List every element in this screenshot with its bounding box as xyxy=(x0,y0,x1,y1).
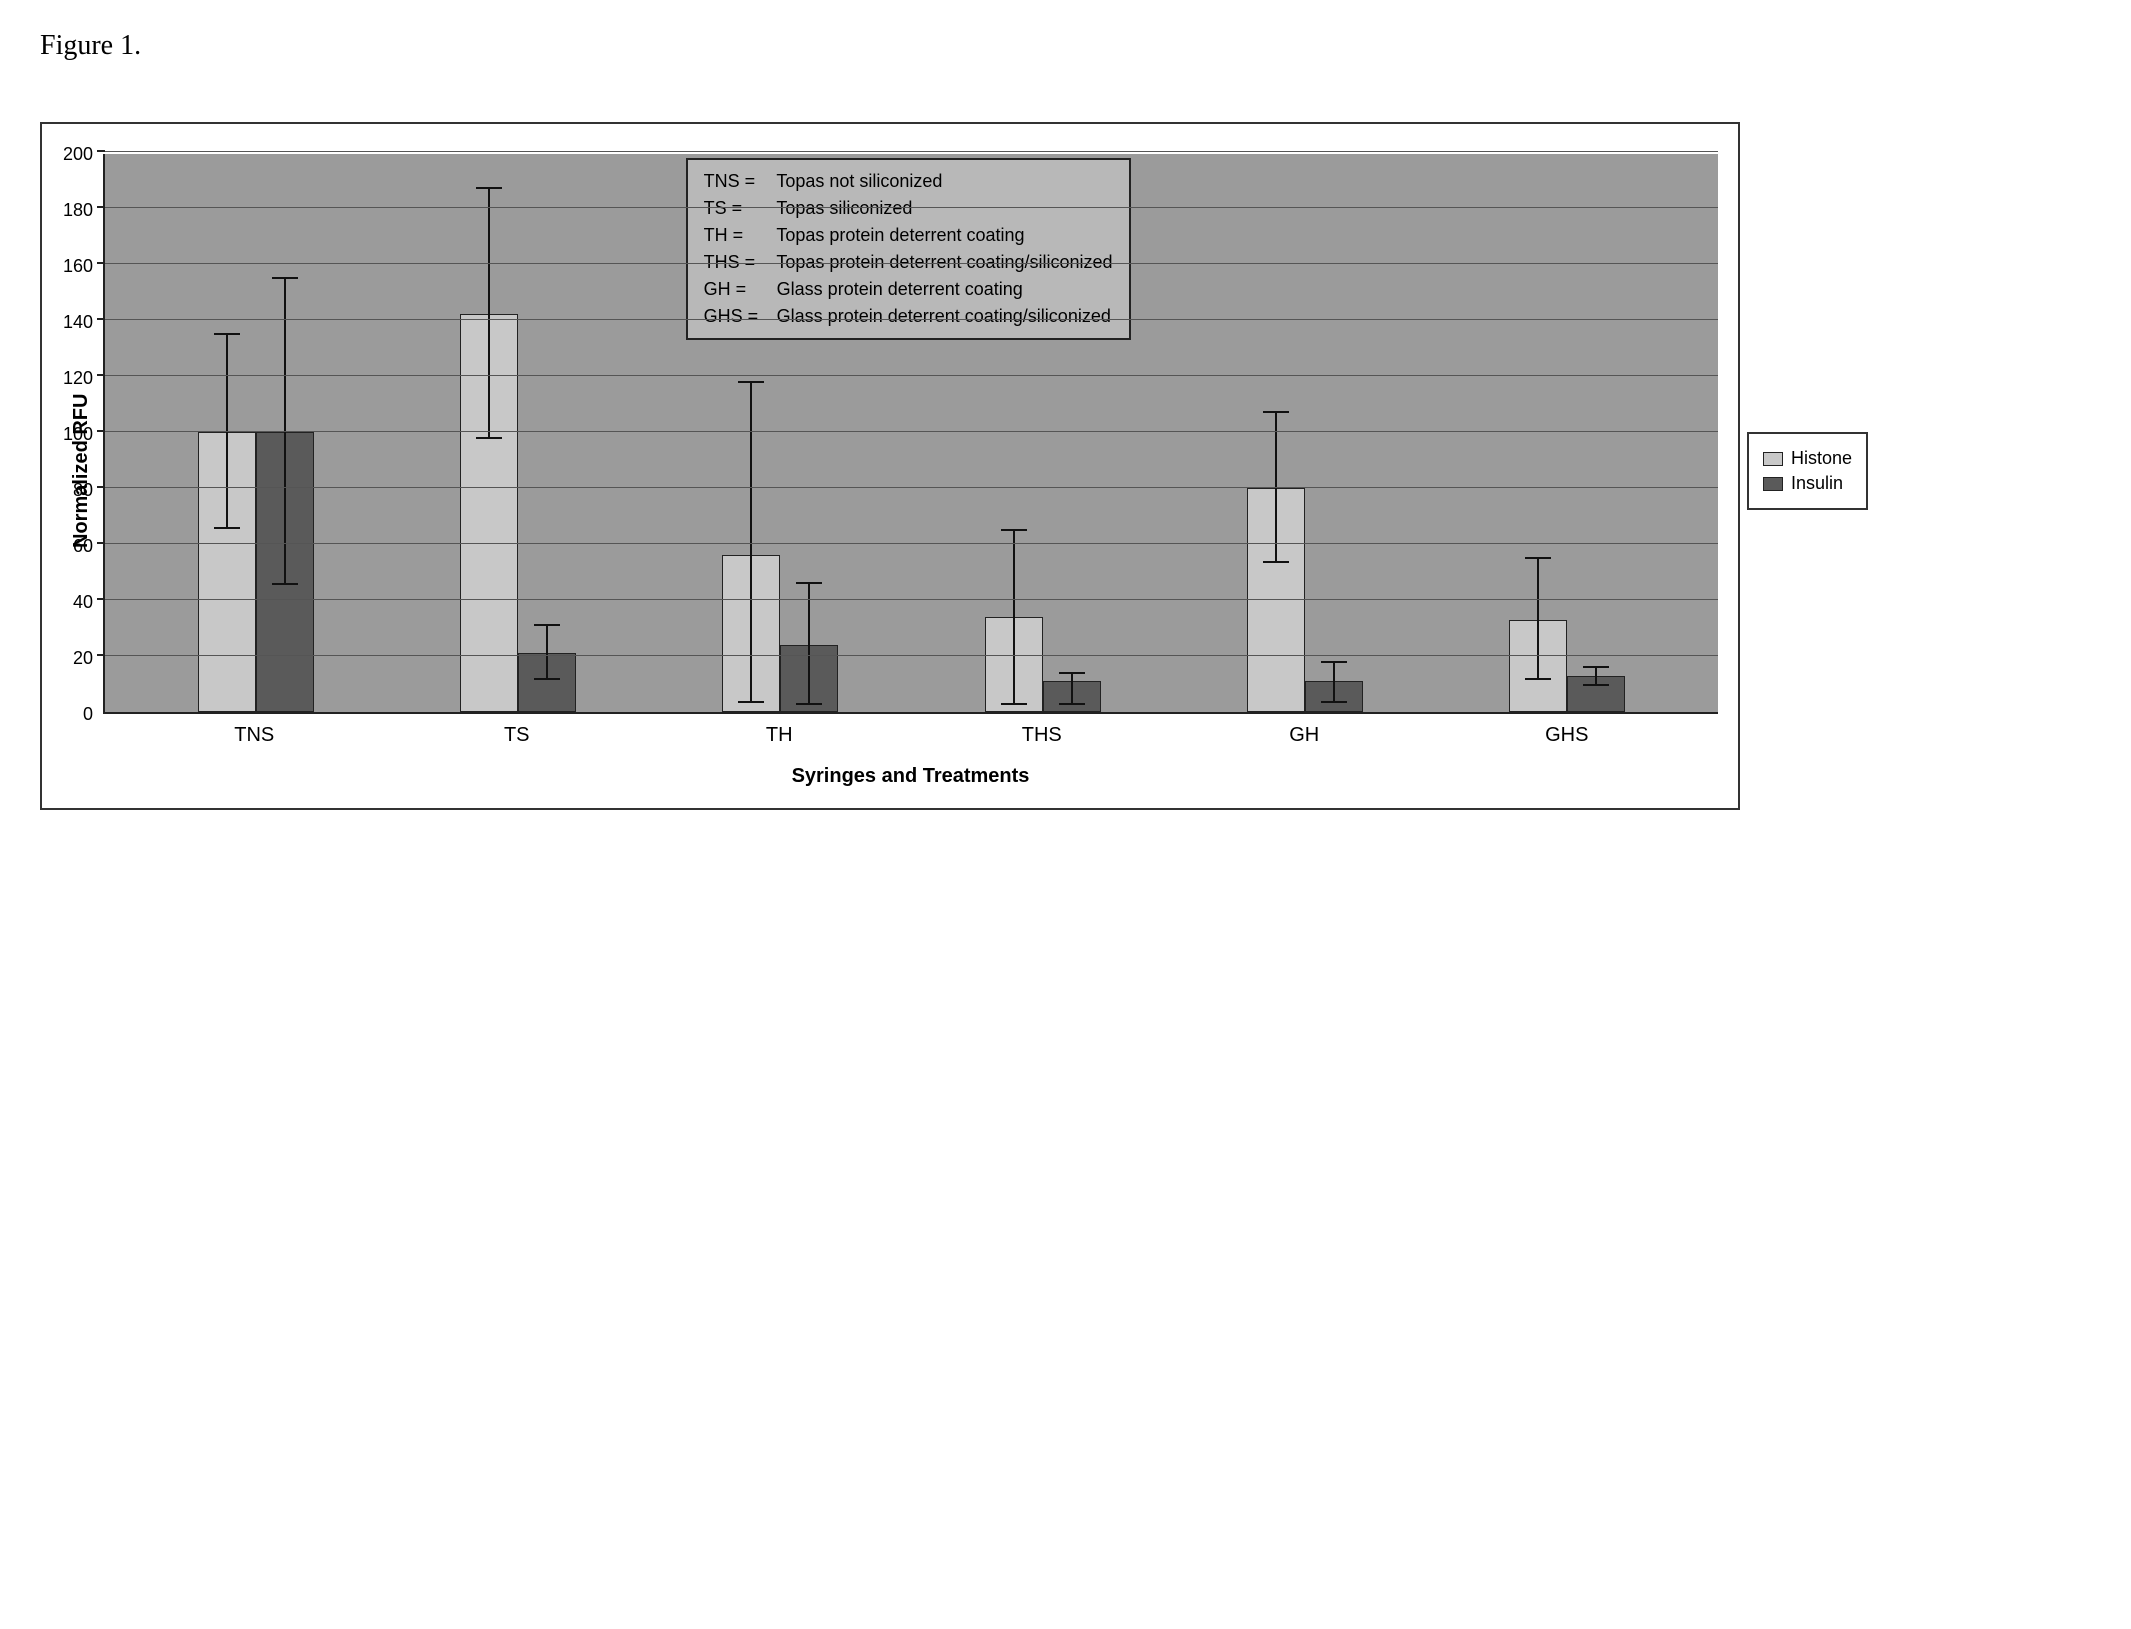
error-bar xyxy=(1071,672,1073,706)
bar-group xyxy=(1509,620,1625,712)
legend-item: Insulin xyxy=(1763,473,1852,494)
y-tick-mark xyxy=(97,486,105,488)
grid-line xyxy=(105,487,1718,488)
chart-frame: Normalized RFU 2001801601401201008060402… xyxy=(40,122,1740,810)
x-tick-label: TS xyxy=(457,724,577,747)
bar-insulin xyxy=(518,653,576,712)
y-tick-mark xyxy=(97,542,105,544)
bar-group xyxy=(198,432,314,712)
x-tick-label: TH xyxy=(719,724,839,747)
bar-insulin xyxy=(1567,676,1625,712)
x-tick-label: GHS xyxy=(1507,724,1627,747)
legend-swatch-icon xyxy=(1763,477,1783,491)
x-tick-label: THS xyxy=(982,724,1102,747)
bar-group xyxy=(722,555,838,712)
bar-insulin xyxy=(1043,681,1101,712)
bar-histone xyxy=(985,617,1043,712)
annotation-line: TS = Topas siliconized xyxy=(704,195,1113,222)
plot-region: TNS = Topas not siliconizedTS = Topas si… xyxy=(103,154,1718,714)
annotation-line: GH = Glass protein deterrent coating xyxy=(704,276,1113,303)
bar-group xyxy=(985,617,1101,712)
x-axis-tick-labels: TNS TS TH THS GH GHS xyxy=(103,714,1718,747)
x-axis-label: Syringes and Treatments xyxy=(103,765,1718,788)
error-bar xyxy=(1537,557,1539,680)
annotation-code: GH = xyxy=(704,276,772,303)
annotation-line: TH = Topas protein deterrent coating xyxy=(704,222,1113,249)
annotation-box: TNS = Topas not siliconizedTS = Topas si… xyxy=(686,158,1131,340)
x-tick-label: TNS xyxy=(194,724,314,747)
annotation-line: GHS = Glass protein deterrent coating/si… xyxy=(704,303,1113,330)
annotation-code: TH = xyxy=(704,222,772,249)
grid-line xyxy=(105,543,1718,544)
grid-line xyxy=(105,599,1718,600)
annotation-desc: Topas siliconized xyxy=(772,198,913,218)
bar-histone xyxy=(1509,620,1567,712)
figure-caption: Figure 1. xyxy=(40,30,2091,62)
error-bar xyxy=(1013,529,1015,705)
grid-line xyxy=(105,263,1718,264)
annotation-code: TS = xyxy=(704,195,772,222)
error-bar xyxy=(546,624,548,680)
error-bar xyxy=(488,187,490,439)
legend-label: Insulin xyxy=(1791,473,1843,494)
error-bar xyxy=(1333,661,1335,703)
annotation-line: TNS = Topas not siliconized xyxy=(704,168,1113,195)
grid-line xyxy=(105,207,1718,208)
y-tick-mark xyxy=(97,150,105,152)
legend-label: Histone xyxy=(1791,448,1852,469)
annotation-desc: Glass protein deterrent coating/siliconi… xyxy=(772,306,1111,326)
bar-histone xyxy=(1247,488,1305,712)
legend-swatch-icon xyxy=(1763,452,1783,466)
grid-line xyxy=(105,655,1718,656)
y-tick-mark xyxy=(97,430,105,432)
bar-insulin xyxy=(256,432,314,712)
grid-line xyxy=(105,151,1718,152)
annotation-desc: Topas protein deterrent coating xyxy=(772,225,1025,245)
chart-area: Normalized RFU 2001801601401201008060402… xyxy=(62,154,1718,788)
y-tick-mark xyxy=(97,598,105,600)
y-tick-mark xyxy=(97,318,105,320)
annotation-desc: Glass protein deterrent coating xyxy=(772,279,1023,299)
grid-line xyxy=(105,431,1718,432)
grid-line xyxy=(105,375,1718,376)
grid-line xyxy=(105,319,1718,320)
annotation-desc: Topas not siliconized xyxy=(772,171,943,191)
bar-histone xyxy=(722,555,780,712)
annotation-code: TNS = xyxy=(704,168,772,195)
error-bar xyxy=(1595,666,1597,686)
y-tick-mark xyxy=(97,206,105,208)
legend-item: Histone xyxy=(1763,448,1852,469)
bar-group xyxy=(1247,488,1363,712)
y-tick-mark xyxy=(97,262,105,264)
bar-histone xyxy=(198,432,256,712)
y-axis-label: Normalized RFU xyxy=(62,154,93,788)
bar-insulin xyxy=(1305,681,1363,712)
y-tick-mark xyxy=(97,374,105,376)
y-tick-mark xyxy=(97,654,105,656)
annotation-code: GHS = xyxy=(704,303,772,330)
plot-wrap: TNS = Topas not siliconizedTS = Topas si… xyxy=(103,154,1718,788)
legend: Histone Insulin xyxy=(1747,432,1868,510)
annotation-desc: Topas protein deterrent coating/siliconi… xyxy=(772,252,1113,272)
y-axis-ticks: 200180160140120100806040200 xyxy=(93,154,103,714)
error-bar xyxy=(808,582,810,705)
x-tick-label: GH xyxy=(1244,724,1364,747)
